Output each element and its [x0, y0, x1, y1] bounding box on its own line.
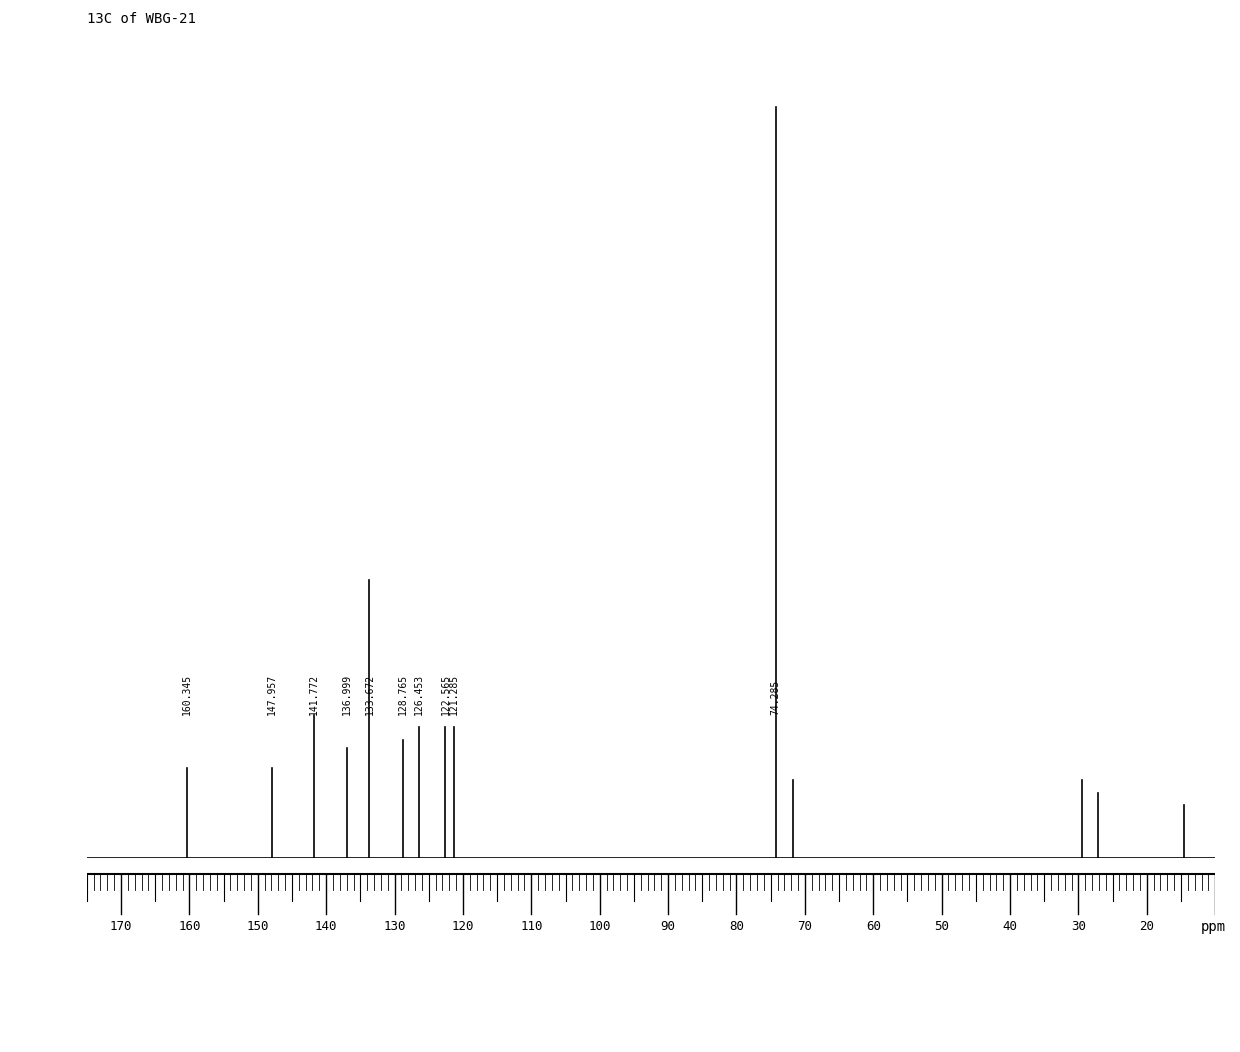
- Text: 74.285: 74.285: [770, 680, 780, 715]
- Text: 100: 100: [589, 920, 611, 933]
- Text: 126.453: 126.453: [414, 674, 424, 715]
- Text: 160: 160: [179, 920, 201, 933]
- Text: 130: 130: [383, 920, 405, 933]
- Text: 141.772: 141.772: [309, 674, 319, 715]
- Text: 30: 30: [1071, 920, 1086, 933]
- Text: 40: 40: [1002, 920, 1018, 933]
- Text: 147.957: 147.957: [267, 674, 277, 715]
- Text: 150: 150: [247, 920, 269, 933]
- Text: 20: 20: [1140, 920, 1154, 933]
- Text: 136.999: 136.999: [342, 674, 352, 715]
- Text: 50: 50: [934, 920, 949, 933]
- Text: 60: 60: [866, 920, 880, 933]
- Text: 170: 170: [110, 920, 133, 933]
- Text: 70: 70: [797, 920, 812, 933]
- Text: 128.765: 128.765: [398, 674, 408, 715]
- Text: 133.672: 133.672: [365, 674, 374, 715]
- Text: 122.565: 122.565: [440, 674, 450, 715]
- Text: 90: 90: [661, 920, 676, 933]
- Text: ppm: ppm: [1200, 920, 1225, 934]
- Text: 80: 80: [729, 920, 744, 933]
- Text: 121.285: 121.285: [449, 674, 459, 715]
- Text: 110: 110: [520, 920, 543, 933]
- Text: 140: 140: [315, 920, 337, 933]
- Text: 160.345: 160.345: [182, 674, 192, 715]
- Text: 13C of WBG-21: 13C of WBG-21: [87, 12, 196, 25]
- Text: 120: 120: [451, 920, 474, 933]
